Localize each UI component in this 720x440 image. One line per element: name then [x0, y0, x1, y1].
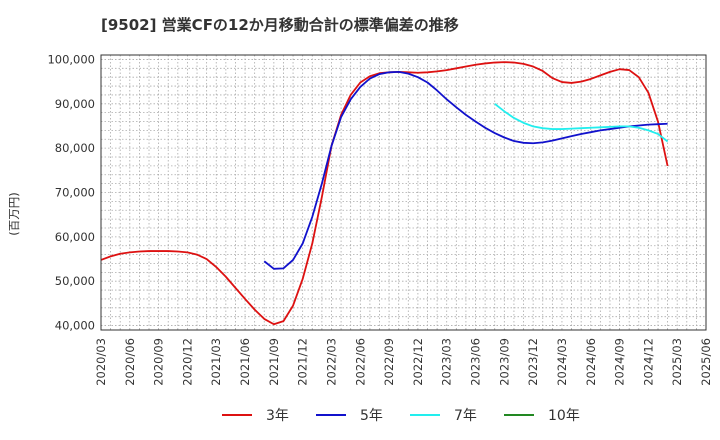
plot-frame: [100, 54, 707, 331]
x-tick-label: 2021/03: [209, 338, 223, 386]
x-tick-label: 2022/03: [324, 338, 338, 386]
x-tick-label: 2025/03: [670, 338, 684, 386]
y-tick-label: 80,000: [55, 141, 95, 155]
x-tick-label: 2024/03: [555, 338, 569, 386]
legend-label-3年: 3年: [266, 408, 289, 424]
y-tick-label: 40,000: [55, 319, 95, 333]
x-tick-label: 2020/09: [152, 338, 166, 386]
x-tick-label: 2022/12: [411, 338, 425, 386]
x-tick-label: 2020/03: [94, 338, 108, 386]
legend-label-10年: 10年: [548, 408, 580, 424]
x-tick-label: 2020/12: [180, 338, 194, 386]
x-tick-label: 2023/03: [440, 338, 454, 386]
x-tick-label: 2021/06: [238, 338, 252, 386]
x-tick-label: 2023/06: [469, 338, 483, 386]
y-axis-label: (百万円): [7, 192, 21, 235]
x-tick-label: 2020/06: [123, 338, 137, 386]
y-tick-label: 100,000: [47, 52, 95, 66]
x-tick-label: 2022/06: [353, 338, 367, 386]
tick-layer: 40,000 50,000 60,000 70,000 80,000 90,000 100,…: [47, 52, 713, 385]
legend-label-7年: 7年: [454, 408, 477, 424]
x-tick-label: 2024/06: [584, 338, 598, 386]
legend-label-5年: 5年: [360, 408, 383, 424]
x-tick-label: 2024/12: [641, 338, 655, 386]
grid-layer: [101, 55, 706, 330]
series-line-7年: [494, 103, 669, 143]
x-tick-label: 2022/09: [382, 338, 396, 386]
x-tick-label: 2025/06: [699, 338, 713, 386]
x-tick-label: 2023/12: [526, 338, 540, 386]
x-tick-label: 2021/12: [296, 338, 310, 386]
y-tick-label: 70,000: [55, 186, 95, 200]
series-line-5年: [263, 70, 668, 270]
legend: 3年 5年 7年 10年: [222, 408, 580, 424]
y-tick-label: 90,000: [55, 97, 95, 111]
y-tick-label: 50,000: [55, 274, 95, 288]
x-tick-label: 2024/09: [613, 338, 627, 386]
x-tick-label: 2023/09: [497, 338, 511, 386]
series-layer: [100, 61, 669, 326]
x-tick-label: 2021/09: [267, 338, 281, 386]
chart-title: [9502] 営業CFの12か月移動合計の標準偏差の推移: [101, 16, 459, 34]
series-line-3年: [100, 61, 669, 326]
y-tick-label: 60,000: [55, 230, 95, 244]
